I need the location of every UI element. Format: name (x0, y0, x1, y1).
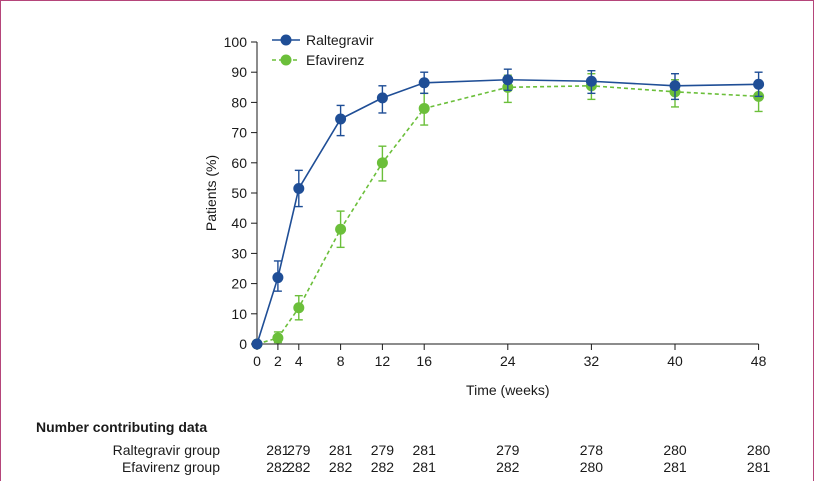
table-cell: 280 (663, 442, 687, 458)
y-tick-label: 90 (231, 64, 247, 80)
table-cell: 281 (663, 459, 687, 475)
y-tick-label: 80 (231, 94, 247, 110)
data-point-efavirenz (335, 223, 347, 235)
table-title: Number contributing data (36, 419, 208, 435)
data-point-efavirenz (272, 332, 284, 344)
data-point-raltegravir (585, 75, 597, 87)
table-cell: 282 (328, 459, 353, 475)
legend-label-efavirenz: Efavirenz (306, 52, 364, 68)
data-point-raltegravir (376, 92, 388, 104)
x-tick-label: 4 (295, 353, 303, 369)
table-cell: 282 (496, 459, 520, 475)
y-tick-label: 50 (231, 185, 247, 201)
x-tick-label: 48 (751, 353, 767, 369)
table-cell: 281 (412, 459, 436, 475)
series-line-efavirenz (256, 84, 759, 345)
y-tick-label: 10 (231, 306, 247, 322)
legend-marker-efavirenz (280, 54, 292, 66)
table-cell: 279 (496, 442, 520, 458)
legend-marker-raltegravir (280, 34, 292, 46)
table-cell: 281 (746, 459, 771, 475)
table-cell: 279 (287, 442, 311, 458)
table-cell: 281 (328, 442, 353, 458)
table-cell: 279 (370, 442, 395, 458)
x-tick-label: 2 (274, 353, 282, 369)
y-tick-label: 60 (231, 155, 247, 171)
table-cell: 278 (579, 442, 604, 458)
y-tick-label: 100 (224, 34, 248, 50)
table-cell: 282 (266, 459, 290, 475)
x-tick-label: 16 (416, 353, 432, 369)
x-axis-title: Time (weeks) (466, 382, 550, 398)
table-row-label: Efavirenz group (121, 459, 220, 475)
y-tick-label: 70 (231, 125, 247, 141)
data-point-efavirenz (418, 102, 430, 114)
y-axis-title: Patients (%) (203, 155, 219, 231)
data-point-raltegravir (293, 182, 305, 194)
legend-label-raltegravir: Raltegravir (306, 32, 374, 48)
table-cell: 281 (266, 442, 290, 458)
data-point-raltegravir (272, 272, 284, 284)
series-line-raltegravir (256, 78, 759, 345)
table-cell: 280 (579, 459, 604, 475)
data-point-raltegravir (753, 78, 765, 90)
table-row-label: Raltegravir group (112, 442, 220, 458)
data-point-raltegravir (418, 77, 430, 89)
table-cell: 282 (370, 459, 395, 475)
x-tick-label: 8 (337, 353, 345, 369)
data-point-efavirenz (376, 157, 388, 169)
y-tick-label: 0 (239, 336, 247, 352)
x-tick-label: 40 (667, 353, 683, 369)
data-point-raltegravir (335, 113, 347, 125)
x-tick-label: 24 (500, 353, 516, 369)
data-point-efavirenz (293, 302, 305, 314)
x-tick-label: 0 (253, 353, 261, 369)
data-point-raltegravir (251, 338, 263, 350)
data-point-raltegravir (502, 74, 514, 86)
table-cell: 280 (746, 442, 771, 458)
x-tick-label: 32 (584, 353, 600, 369)
x-tick-label: 12 (375, 353, 391, 369)
table-cell: 282 (287, 459, 311, 475)
data-point-raltegravir (669, 80, 681, 92)
y-tick-label: 40 (231, 215, 247, 231)
table-cell: 281 (412, 442, 436, 458)
y-tick-label: 30 (231, 245, 247, 261)
y-tick-label: 20 (231, 276, 247, 292)
